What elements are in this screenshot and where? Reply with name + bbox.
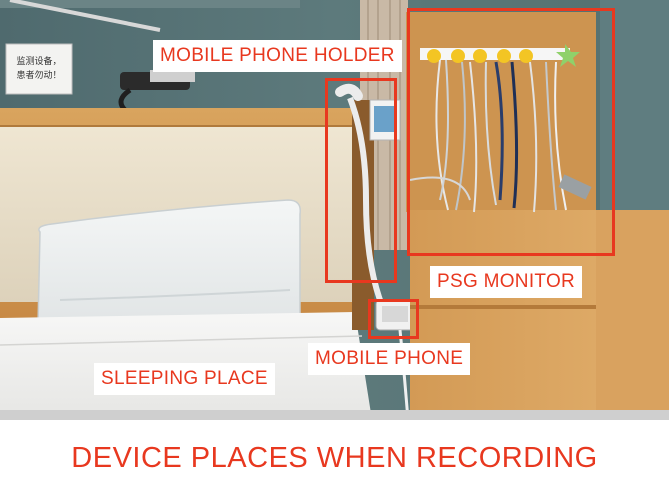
mobile-phone-holder-label: MOBILE PHONE HOLDER xyxy=(153,40,402,72)
psg-monitor-label: PSG MONITOR xyxy=(430,266,583,298)
wall-notice xyxy=(5,43,73,95)
phone-holder-box xyxy=(325,78,397,283)
mobile-phone-box xyxy=(368,299,419,339)
sleeping-place-label: SLEEPING PLACE xyxy=(94,363,275,395)
figure-caption: DEVICE PLACES WHEN RECORDING xyxy=(71,442,598,474)
notice-line-1: 监测设备， xyxy=(16,55,61,67)
notice-line-2: 患者勿动！ xyxy=(16,69,61,81)
gooseneck-arm xyxy=(347,96,383,301)
headboard-post xyxy=(352,100,374,330)
mobile-phone-label: MOBILE PHONE xyxy=(308,343,471,375)
psg-monitor-box xyxy=(407,8,615,256)
